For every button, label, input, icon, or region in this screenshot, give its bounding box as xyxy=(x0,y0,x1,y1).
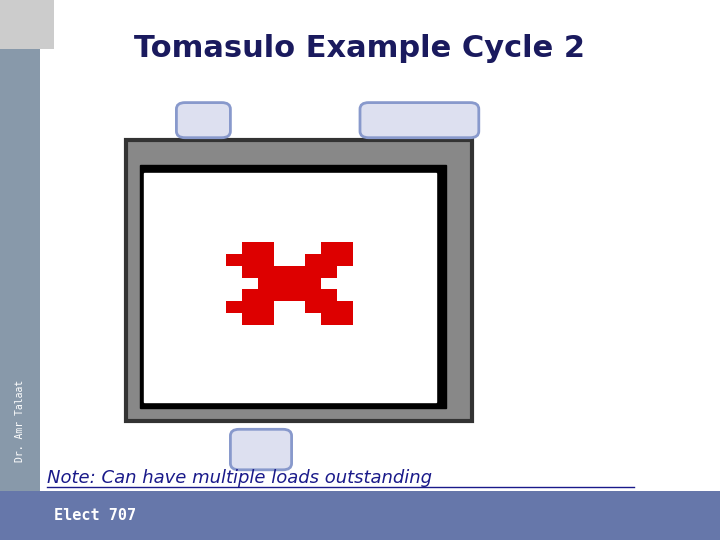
Text: Note: Can have multiple loads outstanding: Note: Can have multiple loads outstandin… xyxy=(47,469,432,487)
Bar xyxy=(242,289,258,301)
Bar xyxy=(242,301,258,313)
Bar xyxy=(242,242,258,254)
Bar xyxy=(274,278,289,289)
Bar xyxy=(337,313,353,325)
Bar xyxy=(337,254,353,266)
Bar xyxy=(305,301,321,313)
Bar xyxy=(226,254,242,266)
Bar xyxy=(226,301,242,313)
Bar xyxy=(337,242,353,254)
Bar xyxy=(337,301,353,313)
FancyBboxPatch shape xyxy=(176,103,230,138)
Bar xyxy=(305,266,321,278)
FancyBboxPatch shape xyxy=(360,103,479,138)
Bar xyxy=(289,278,305,289)
Bar xyxy=(0,491,720,540)
Text: Elect 707: Elect 707 xyxy=(54,508,136,523)
Bar xyxy=(305,289,321,301)
Bar xyxy=(0,0,54,49)
Bar xyxy=(242,254,258,266)
Bar xyxy=(258,266,274,278)
Bar xyxy=(258,313,274,325)
Bar xyxy=(258,242,274,254)
Bar xyxy=(258,301,274,313)
Bar xyxy=(321,313,337,325)
Bar xyxy=(305,254,321,266)
Bar xyxy=(289,266,305,278)
Bar xyxy=(242,313,258,325)
Bar xyxy=(305,278,321,289)
Bar xyxy=(258,278,274,289)
Bar xyxy=(289,289,305,301)
Bar xyxy=(321,242,337,254)
Bar xyxy=(321,301,337,313)
Bar xyxy=(258,289,274,301)
Bar xyxy=(242,266,258,278)
Bar xyxy=(144,173,436,402)
Bar xyxy=(258,254,274,266)
Bar xyxy=(0,0,40,540)
Bar xyxy=(140,165,446,408)
Bar xyxy=(274,289,289,301)
Text: Dr. Amr Talaat: Dr. Amr Talaat xyxy=(15,380,24,462)
Bar xyxy=(274,266,289,278)
Bar xyxy=(321,254,337,266)
Text: Tomasulo Example Cycle 2: Tomasulo Example Cycle 2 xyxy=(135,34,585,63)
FancyBboxPatch shape xyxy=(230,429,292,470)
Bar xyxy=(126,140,472,421)
Bar xyxy=(321,266,337,278)
Bar xyxy=(321,289,337,301)
